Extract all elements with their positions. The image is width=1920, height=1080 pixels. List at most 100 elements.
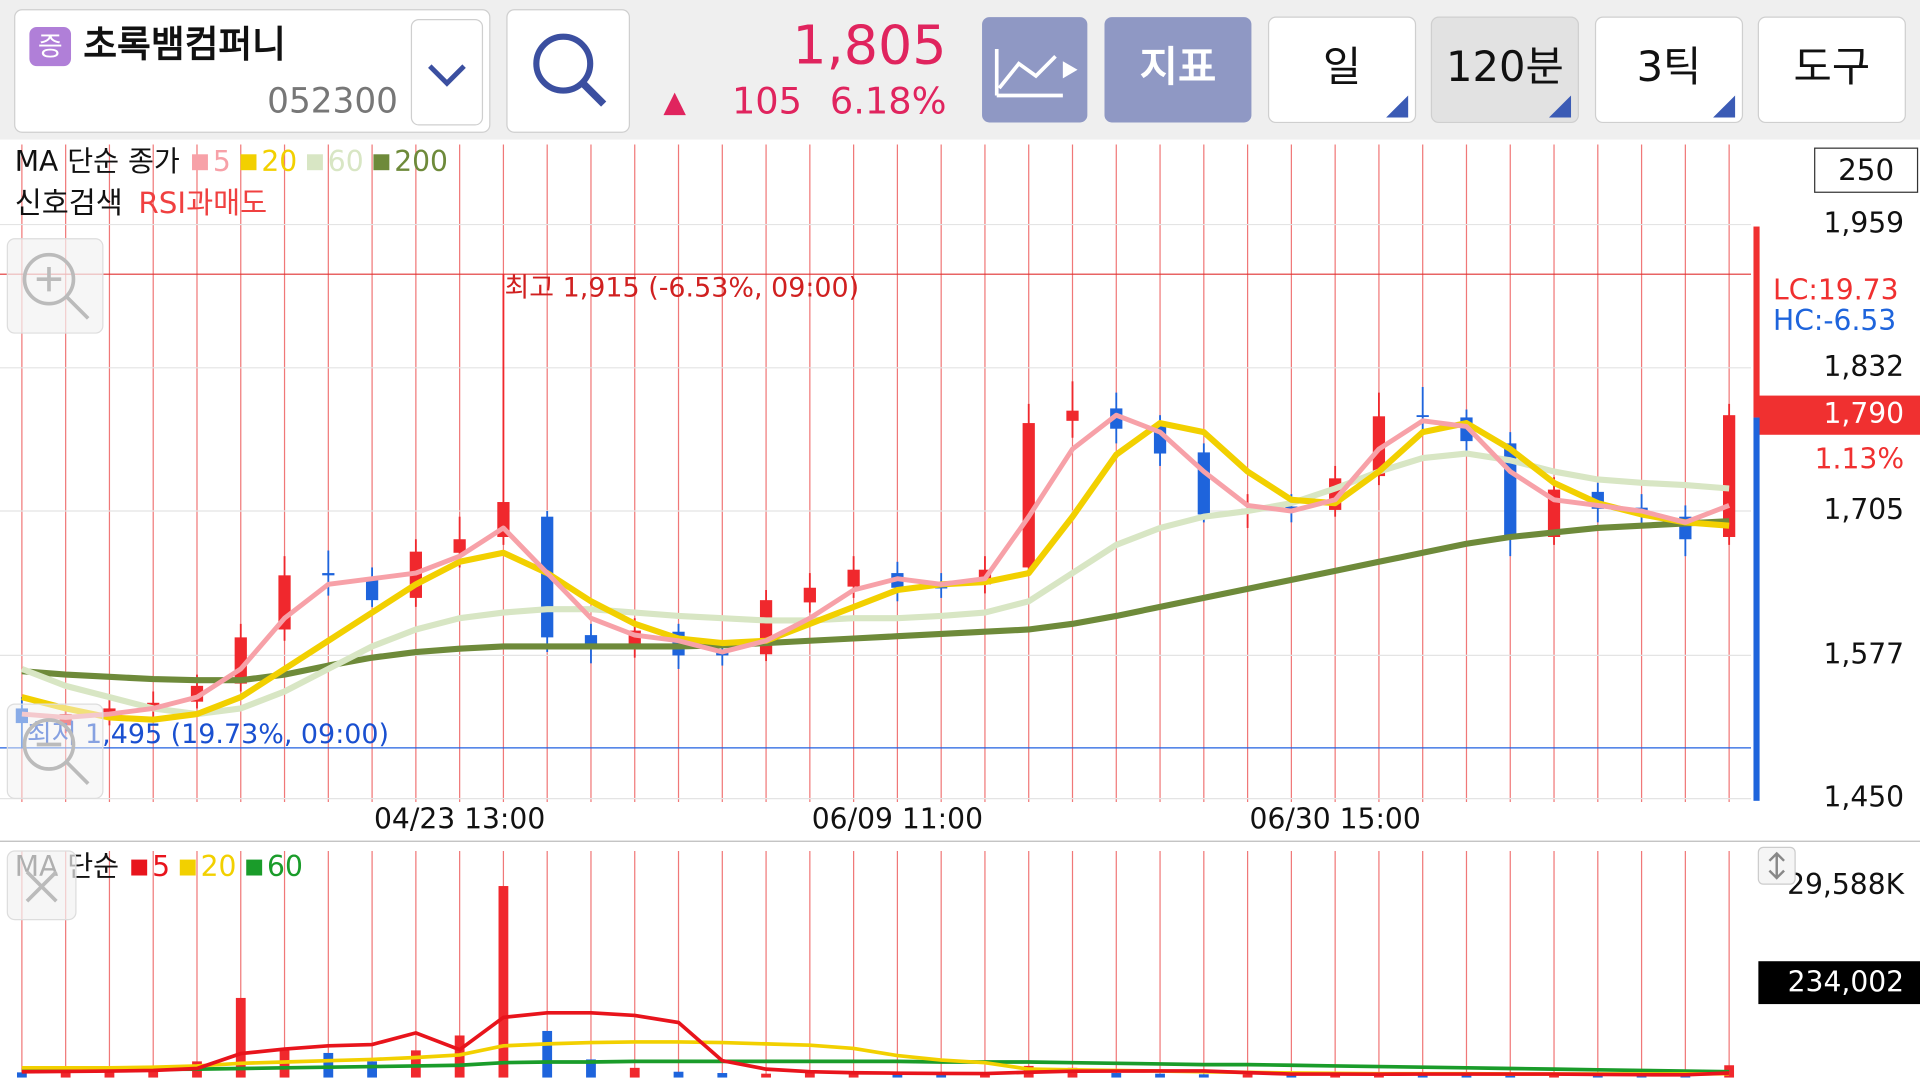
zoom-icon	[22, 718, 76, 771]
legend-swatch	[131, 859, 148, 876]
resize-icon	[1768, 851, 1785, 880]
volume-bar	[629, 1067, 640, 1078]
period-button[interactable]	[1267, 16, 1417, 124]
volume-bar	[323, 1052, 334, 1078]
button-label: 일	[1323, 42, 1361, 91]
candle-body	[365, 578, 379, 601]
candle-body	[1022, 423, 1035, 568]
volume-bar	[1505, 1074, 1516, 1078]
x-tick-label: 06/30 15:00	[1250, 802, 1421, 835]
high-label: 최고 1,915 (-6.53%, 09:00)	[504, 272, 859, 303]
search-icon	[533, 33, 594, 94]
count-text: 250	[1838, 153, 1894, 187]
volume-bar	[673, 1071, 684, 1078]
legend-swatch	[306, 154, 323, 171]
volume-bar	[148, 1067, 159, 1078]
candle-body	[1285, 506, 1298, 509]
button-label: 120분	[1446, 42, 1564, 91]
volume-bar	[235, 997, 246, 1078]
volume-bar	[1198, 1074, 1209, 1078]
candle-body	[935, 586, 948, 589]
search-button[interactable]	[506, 9, 630, 133]
x-tick-label: 06/09 11:00	[812, 802, 983, 835]
candle-body	[1066, 410, 1079, 421]
change-value: 105	[732, 79, 802, 122]
candle-body	[847, 569, 860, 587]
volume-bar	[848, 1073, 859, 1078]
badge-text: 증	[38, 31, 63, 62]
volume-now: 234,002	[1788, 965, 1904, 998]
legend-label: 5	[213, 145, 231, 178]
button-label: 지표	[1140, 42, 1217, 91]
volume-bar	[1330, 1074, 1341, 1078]
chevron-icon	[428, 64, 466, 87]
volume-bar	[1549, 1074, 1559, 1078]
volume-bar	[1155, 1073, 1165, 1078]
candle-body	[803, 587, 816, 603]
y-tick-label: 1,959	[1823, 207, 1904, 240]
zoom-in-button[interactable]	[6, 238, 104, 334]
last-price-box	[1758, 395, 1920, 435]
lc-text: LC:19.73	[1773, 273, 1898, 306]
volume-ma-line	[21, 1010, 1730, 1077]
signal-label: 신호검색	[15, 186, 123, 220]
ma-line	[20, 450, 1730, 718]
ma-line	[21, 420, 1730, 723]
volume-bar	[761, 1073, 771, 1078]
tools-button[interactable]	[1757, 16, 1906, 124]
zoom-icon	[22, 252, 76, 306]
count-box[interactable]	[1814, 147, 1919, 193]
button-label: 도구	[1794, 42, 1871, 91]
volume-bar	[892, 1073, 903, 1078]
signal-value: RSI과매도	[138, 186, 267, 220]
y-tick-label: 29,588K	[1787, 868, 1906, 901]
interval-button[interactable]	[1430, 16, 1579, 124]
ma-line	[21, 518, 1730, 684]
volume-bar	[1111, 1073, 1122, 1078]
indicator-button[interactable]	[1104, 17, 1252, 123]
ma-line	[21, 412, 1731, 720]
stock-name: 초록뱀컴퍼니	[83, 23, 286, 66]
last-percent: 1.13%	[1815, 442, 1904, 475]
current-price: 1,805	[792, 14, 946, 77]
dropdown-button[interactable]	[410, 18, 484, 126]
stock-code: 052300	[267, 81, 398, 121]
volume-bar	[410, 1050, 421, 1078]
legend-label: 5	[152, 850, 170, 883]
stock-box[interactable]	[14, 9, 491, 133]
legend-swatch	[179, 859, 196, 876]
change-arrow: ▲	[663, 84, 686, 118]
candle-body	[322, 573, 335, 576]
chart-icon	[994, 48, 1063, 98]
volume-bar	[60, 1071, 71, 1078]
tick-button[interactable]	[1594, 16, 1744, 124]
candle-body	[1110, 408, 1123, 429]
hc-text: HC:-6.53	[1773, 304, 1896, 337]
legend-label: 20	[201, 850, 237, 883]
range-bar-low	[1753, 417, 1760, 801]
volume-bar	[586, 1059, 596, 1078]
change-percent: 6.18%	[830, 79, 947, 122]
candle-body	[1197, 452, 1210, 515]
y-tick-label: 1,705	[1823, 493, 1904, 526]
legend-swatch	[246, 859, 263, 876]
legend-label: 60	[267, 850, 303, 883]
volume-bar	[1461, 1074, 1472, 1078]
legend-label: 60	[328, 145, 364, 178]
zoom-icon-lines	[36, 742, 90, 785]
volume-bar	[804, 1072, 815, 1078]
volume-bar	[1242, 1074, 1253, 1078]
volume-bar	[717, 1073, 728, 1078]
legend-label: 20	[261, 145, 297, 178]
chart-icon-arrow	[1062, 61, 1078, 79]
volume-bar	[936, 1074, 947, 1078]
volume-bar	[498, 886, 509, 1078]
volume-bar	[980, 1074, 990, 1078]
button-label: 3틱	[1637, 42, 1702, 91]
search-icon-handle	[580, 80, 607, 107]
legend-title: MA 단순 종가	[15, 145, 180, 178]
volume-bar	[1286, 1074, 1297, 1078]
range-bar-high	[1753, 226, 1760, 418]
zoom-out-button[interactable]	[6, 703, 104, 799]
zoom-icon-lines	[36, 266, 90, 320]
